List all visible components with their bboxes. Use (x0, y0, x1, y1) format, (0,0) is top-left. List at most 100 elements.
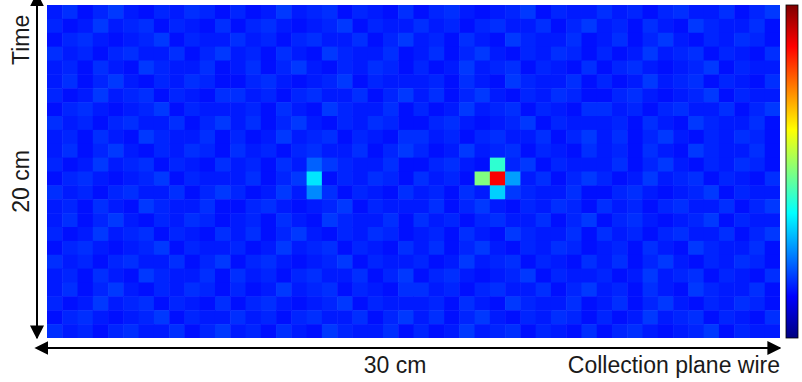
heatmap-cell (123, 269, 139, 283)
heatmap-cell (93, 33, 109, 47)
heatmap-cell (429, 283, 445, 297)
heatmap-cell (734, 227, 750, 241)
heatmap-cell (414, 74, 430, 88)
heatmap-cell (520, 33, 536, 47)
heatmap-cell (352, 199, 368, 213)
heatmap-cell (581, 61, 597, 75)
heatmap-cell (520, 185, 536, 199)
heatmap-cell (246, 61, 262, 75)
heatmap-cell (108, 102, 124, 116)
heatmap-cell (536, 116, 552, 130)
heatmap-cell (200, 144, 216, 158)
heatmap-cell (627, 102, 643, 116)
heatmap-cell (200, 19, 216, 33)
heatmap-cell (93, 102, 109, 116)
heatmap-cell (765, 47, 780, 61)
heatmap-cell (230, 47, 246, 61)
heatmap-cell (215, 88, 231, 102)
heatmap-cell (337, 241, 353, 255)
heatmap-cell (337, 19, 353, 33)
heatmap-cell (520, 241, 536, 255)
heatmap-cell (184, 283, 200, 297)
heatmap-cell (108, 255, 124, 269)
heatmap-cell (47, 213, 63, 227)
heatmap-cell (490, 61, 506, 75)
heatmap-cell (169, 130, 185, 144)
heatmap-cell (322, 144, 338, 158)
heatmap-cell (475, 158, 491, 172)
heatmap-cell (688, 310, 704, 324)
heatmap-cell (444, 88, 460, 102)
heatmap-cell (322, 5, 338, 19)
heatmap-cell (200, 158, 216, 172)
heatmap-cell (704, 255, 720, 269)
heatmap-cell (307, 213, 323, 227)
heatmap-cell (123, 199, 139, 213)
heatmap-cell (520, 227, 536, 241)
heatmap-cell (230, 33, 246, 47)
heatmap-cell (627, 158, 643, 172)
heatmap-cell (459, 269, 475, 283)
heatmap-cell (490, 88, 506, 102)
heatmap-cell (200, 213, 216, 227)
heatmap-cell (62, 296, 78, 310)
heatmap-cell (383, 158, 399, 172)
heatmap-cell (719, 310, 735, 324)
heatmap-cell (414, 144, 430, 158)
heatmap-cell (612, 255, 628, 269)
heatmap-cell (368, 61, 384, 75)
heatmap-cell (352, 144, 368, 158)
heatmap-cell (108, 172, 124, 186)
heatmap-cell (597, 47, 613, 61)
x-extent-arrow (47, 347, 780, 349)
heatmap-cell (704, 158, 720, 172)
heatmap-cell (276, 158, 292, 172)
heatmap-cell (734, 283, 750, 297)
heatmap-cell (643, 172, 659, 186)
heatmap-cell (719, 116, 735, 130)
heatmap-cell (230, 255, 246, 269)
heatmap-cell (352, 19, 368, 33)
heatmap-cell (398, 185, 414, 199)
heatmap-cell (490, 102, 506, 116)
heatmap-cell (505, 255, 521, 269)
heatmap-cell (123, 130, 139, 144)
heatmap-cell (337, 61, 353, 75)
heatmap-cell (154, 88, 170, 102)
heatmap-cell (581, 269, 597, 283)
heatmap-cell (536, 324, 552, 338)
heatmap-cell (383, 283, 399, 297)
heatmap-cell (581, 19, 597, 33)
heatmap-cell (307, 61, 323, 75)
heatmap-cell (704, 144, 720, 158)
heatmap-cell (597, 74, 613, 88)
heatmap-cell (704, 74, 720, 88)
heatmap-cell (47, 172, 63, 186)
heatmap-cell (230, 310, 246, 324)
heatmap-cell (215, 255, 231, 269)
heatmap-cell (368, 241, 384, 255)
heatmap-cell (475, 5, 491, 19)
heatmap-cell (276, 241, 292, 255)
heatmap-cell (688, 185, 704, 199)
heatmap-cell (108, 130, 124, 144)
heatmap-cell (123, 144, 139, 158)
heatmap-cell (765, 324, 780, 338)
heatmap-cell (93, 88, 109, 102)
heatmap-cell (154, 61, 170, 75)
heatmap-cell (643, 269, 659, 283)
heatmap-cell (597, 227, 613, 241)
heatmap-cell (337, 213, 353, 227)
heatmap-cell (414, 5, 430, 19)
heatmap-cell (322, 102, 338, 116)
heatmap-cell (261, 158, 277, 172)
heatmap-cell (551, 185, 567, 199)
heatmap-cell (291, 88, 307, 102)
heatmap-cell (414, 185, 430, 199)
heatmap-cell (383, 296, 399, 310)
heatmap-cell (261, 283, 277, 297)
heatmap-cell (459, 255, 475, 269)
heatmap-cell (108, 213, 124, 227)
heatmap-cell (368, 33, 384, 47)
heatmap-cell (536, 158, 552, 172)
